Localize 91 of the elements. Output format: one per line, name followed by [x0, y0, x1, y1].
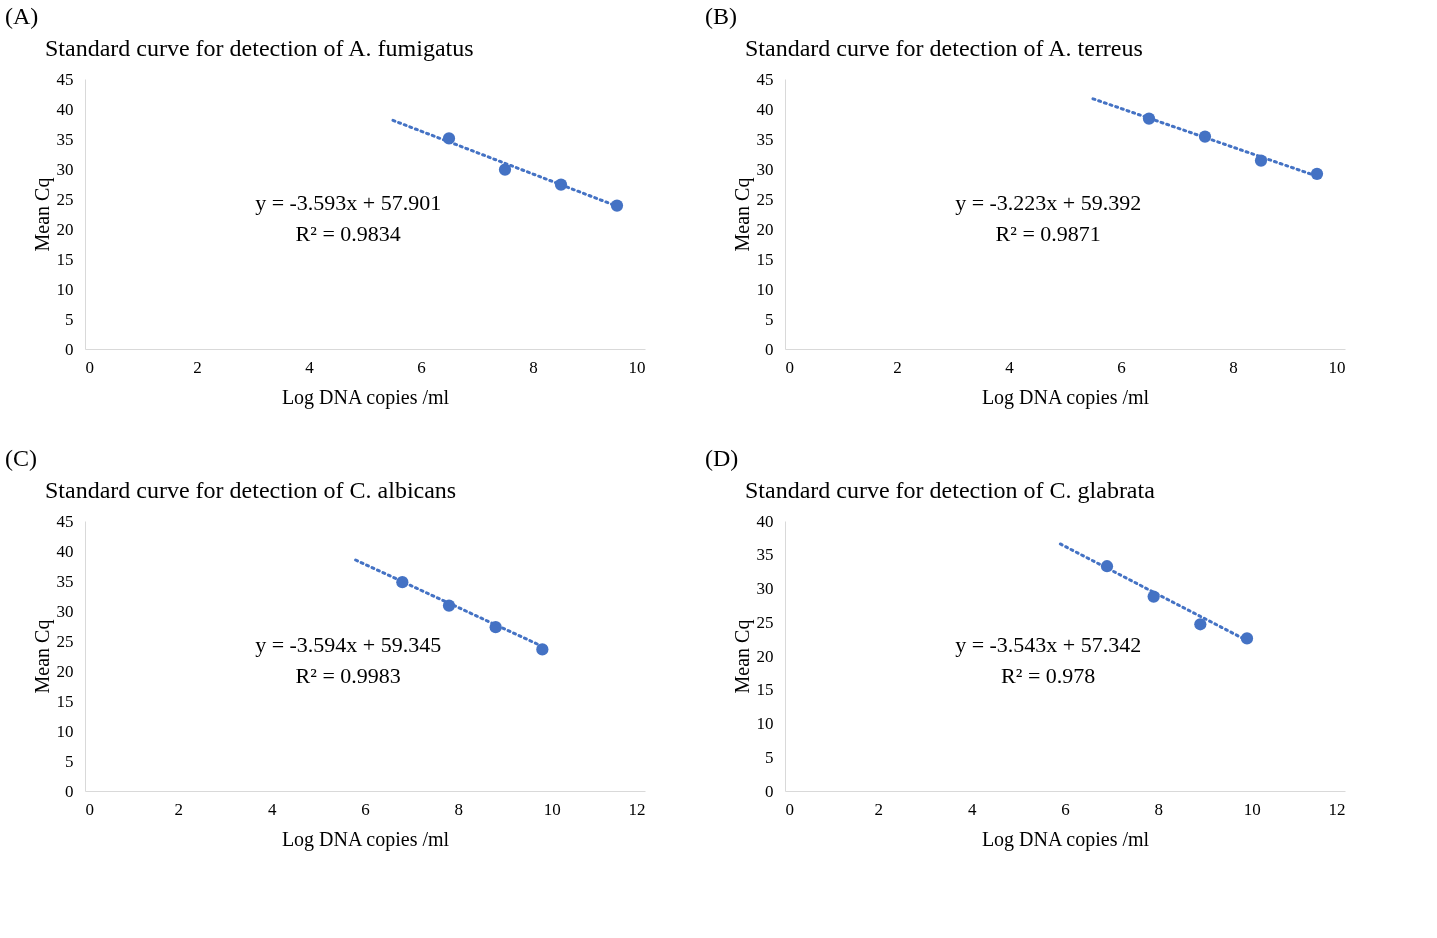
- x-tick-label: 4: [305, 357, 315, 377]
- y-tick-label: 40: [56, 541, 74, 561]
- text: (B): [705, 3, 737, 29]
- y-tick-label: 45: [56, 69, 74, 89]
- y-tick-label: 45: [756, 69, 774, 89]
- x-tick-label: 8: [454, 799, 464, 819]
- y-tick-label: 35: [56, 571, 74, 591]
- x-tick-label: 6: [1117, 357, 1126, 377]
- y-tick-label: 25: [756, 189, 774, 209]
- y-tick-label: 0: [65, 781, 74, 801]
- x-axis-title: Log DNA copies /ml: [281, 827, 450, 851]
- chart-title: Standard curve for detection of C. glabrata: [745, 477, 1156, 503]
- y-tick-label: 5: [65, 751, 74, 771]
- y-tick-label: 10: [756, 279, 774, 299]
- y-tick-label: 5: [765, 747, 774, 767]
- x-tick-label: 6: [417, 357, 426, 377]
- y-tick-label: 35: [56, 129, 74, 149]
- y-tick-label: 25: [56, 631, 74, 651]
- y-tick-label: 20: [56, 661, 74, 681]
- y-tick-label: 25: [56, 189, 74, 209]
- annotation: y = -3.593x + 57.901: [255, 190, 442, 216]
- chart-title: Standard curve for detection of A. fumigatus: [45, 35, 474, 61]
- annotation: R² = 0.9834: [295, 221, 401, 247]
- y-tick-label: 5: [65, 309, 74, 329]
- y-tick-label: 0: [65, 339, 74, 359]
- x-tick-label: 2: [193, 357, 202, 377]
- x-tick-label: 6: [1061, 799, 1070, 819]
- y-tick-label: 15: [756, 680, 774, 700]
- y-tick-label: 45: [56, 511, 74, 531]
- y-axis-title: Mean Cq: [30, 177, 54, 252]
- y-tick-label: 10: [56, 279, 74, 299]
- x-tick-label: 0: [85, 357, 94, 377]
- point: [1194, 618, 1207, 631]
- x-tick-label: 0: [785, 357, 794, 377]
- y-tick-label: 0: [765, 339, 774, 359]
- y-tick-label: 10: [56, 721, 74, 741]
- x-tick-label: 10: [1328, 357, 1346, 377]
- y-tick-label: 5: [765, 309, 774, 329]
- text: (A): [5, 3, 39, 29]
- annotation: y = -3.543x + 57.342: [955, 632, 1142, 658]
- text: (C): [5, 445, 37, 471]
- y-axis-title: Mean Cq: [730, 177, 754, 252]
- y-tick-label: 40: [756, 99, 774, 119]
- x-axis-title: Log DNA copies /ml: [981, 827, 1150, 851]
- chart-title: Standard curve for detection of C. albicans: [45, 477, 457, 503]
- y-tick-label: 15: [756, 249, 774, 269]
- y-tick-label: 40: [56, 99, 74, 119]
- x-tick-label: 4: [267, 799, 277, 819]
- chart-title: Standard curve for detection of A. terreus: [745, 35, 1143, 61]
- x-tick-label: 4: [1005, 357, 1015, 377]
- text: (D): [705, 445, 739, 471]
- x-tick-label: 12: [1328, 799, 1346, 819]
- y-tick-label: 15: [56, 249, 74, 269]
- x-tick-label: 2: [874, 799, 884, 819]
- x-tick-label: 8: [1154, 799, 1164, 819]
- annotation: R² = 0.9871: [995, 221, 1101, 247]
- x-tick-label: 2: [174, 799, 184, 819]
- x-tick-label: 10: [543, 799, 561, 819]
- x-tick-label: 0: [785, 799, 794, 819]
- annotation: y = -3.223x + 59.392: [955, 190, 1142, 216]
- x-tick-label: 10: [1243, 799, 1261, 819]
- x-axis-title: Log DNA copies /ml: [281, 385, 450, 409]
- x-tick-label: 8: [529, 357, 538, 377]
- y-tick-label: 20: [56, 219, 74, 239]
- point: [498, 163, 512, 176]
- y-axis-title: Mean Cq: [730, 619, 754, 694]
- annotation: R² = 0.978: [1001, 663, 1096, 689]
- x-axis-title: Log DNA copies /ml: [981, 385, 1150, 409]
- x-tick-label: 12: [628, 799, 646, 819]
- y-tick-label: 35: [756, 129, 774, 149]
- x-tick-label: 4: [967, 799, 977, 819]
- y-tick-label: 10: [756, 714, 774, 733]
- y-tick-label: 20: [756, 646, 774, 666]
- x-tick-label: 2: [893, 357, 902, 377]
- x-tick-label: 8: [1229, 357, 1238, 377]
- y-tick-label: 30: [56, 159, 74, 179]
- y-tick-label: 30: [756, 159, 774, 179]
- y-tick-label: 15: [56, 691, 74, 711]
- y-tick-label: 30: [756, 579, 774, 598]
- x-tick-label: 10: [628, 357, 646, 377]
- y-tick-label: 20: [756, 219, 774, 239]
- x-tick-label: 6: [361, 799, 370, 819]
- y-tick-label: 0: [765, 781, 774, 801]
- y-tick-label: 40: [756, 511, 774, 531]
- y-tick-label: 25: [756, 612, 774, 632]
- annotation: y = -3.594x + 59.345: [255, 632, 442, 658]
- y-axis-title: Mean Cq: [30, 619, 54, 694]
- y-tick-label: 30: [56, 601, 74, 621]
- annotation: R² = 0.9983: [295, 663, 401, 689]
- y-tick-label: 35: [756, 545, 774, 565]
- x-tick-label: 0: [85, 799, 94, 819]
